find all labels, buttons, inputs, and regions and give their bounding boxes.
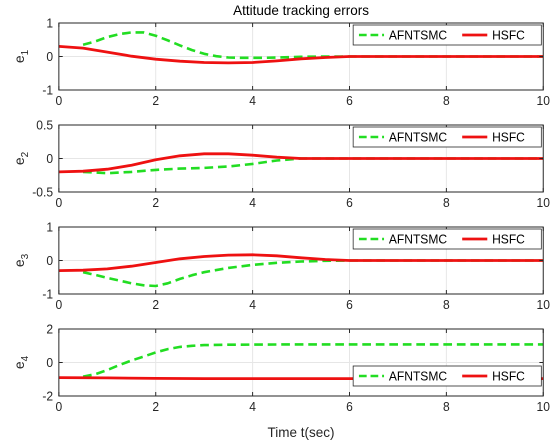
- series-line-hsfc: [58, 152, 544, 174]
- x-tick-label: 0: [56, 298, 63, 312]
- y-axis-label: e1: [12, 50, 31, 63]
- x-tick-label: 2: [152, 196, 159, 210]
- y-axis-label: e4: [12, 355, 31, 369]
- x-tick-label: 2: [152, 298, 159, 312]
- legend-box: [352, 365, 542, 387]
- y-tick-label: 1: [46, 16, 53, 30]
- y-tick-label: 1: [46, 220, 53, 234]
- x-tick-label: 8: [443, 196, 450, 210]
- series-line-hsfc: [58, 45, 544, 65]
- series-line-afntsmc: [82, 343, 544, 378]
- x-tick-label: 0: [56, 94, 63, 108]
- x-tick-label: 4: [249, 94, 256, 108]
- y-tick-label: 0: [46, 356, 53, 370]
- x-tick-label: 6: [346, 298, 353, 312]
- legend: AFNTSMC HSFC: [352, 365, 542, 387]
- x-tick-label: 2: [152, 94, 159, 108]
- legend: AFNTSMC HSFC: [352, 24, 542, 46]
- x-tick-label: 0: [56, 400, 63, 414]
- figure-title: Attitude tracking errors: [233, 3, 369, 18]
- legend-label-hsfc: HSFC: [492, 232, 525, 246]
- x-tick-label: 4: [249, 196, 256, 210]
- x-tick-label: 10: [537, 298, 550, 312]
- x-tick-label: 10: [537, 94, 550, 108]
- y-tick-label: 0.5: [36, 118, 53, 132]
- y-axis-label: e2: [12, 152, 31, 165]
- y-tick-label: 0: [46, 152, 53, 166]
- x-tick-label: 4: [249, 298, 256, 312]
- y-tick-label: 2: [46, 322, 53, 336]
- x-tick-label: 8: [443, 400, 450, 414]
- legend-label-hsfc: HSFC: [492, 369, 525, 383]
- x-tick-label: 10: [537, 400, 550, 414]
- y-tick-label: -1: [42, 83, 53, 97]
- x-tick-label: 4: [249, 400, 256, 414]
- y-tick-label: 0: [46, 50, 53, 64]
- legend-label-afntsmc: AFNTSMC: [389, 28, 447, 42]
- legend-label-afntsmc: AFNTSMC: [389, 369, 447, 383]
- x-axis-label: Time t(sec): [268, 425, 335, 440]
- legend-label-hsfc: HSFC: [492, 28, 525, 42]
- legend: AFNTSMC HSFC: [352, 126, 542, 148]
- x-tick-label: 6: [346, 400, 353, 414]
- x-tick-label: 10: [537, 196, 550, 210]
- legend-label-afntsmc: AFNTSMC: [389, 232, 447, 246]
- y-axis-label: e3: [12, 253, 31, 267]
- y-tick-label: -2: [42, 389, 53, 403]
- legend-label-afntsmc: AFNTSMC: [389, 130, 447, 144]
- legend: AFNTSMC HSFC: [352, 228, 542, 250]
- x-tick-label: 0: [56, 196, 63, 210]
- y-tick-label: 0: [46, 254, 53, 268]
- x-tick-label: 8: [443, 94, 450, 108]
- legend-label-hsfc: HSFC: [492, 130, 525, 144]
- x-tick-label: 6: [346, 94, 353, 108]
- legend-box: [352, 228, 542, 250]
- x-tick-label: 6: [346, 196, 353, 210]
- x-tick-label: 8: [443, 298, 450, 312]
- series-line-hsfc: [58, 253, 544, 272]
- legend-box: [352, 24, 542, 46]
- x-tick-label: 2: [152, 400, 159, 414]
- y-tick-label: -1: [42, 287, 53, 301]
- legend-box: [352, 126, 542, 148]
- y-tick-label: -0.5: [32, 185, 53, 199]
